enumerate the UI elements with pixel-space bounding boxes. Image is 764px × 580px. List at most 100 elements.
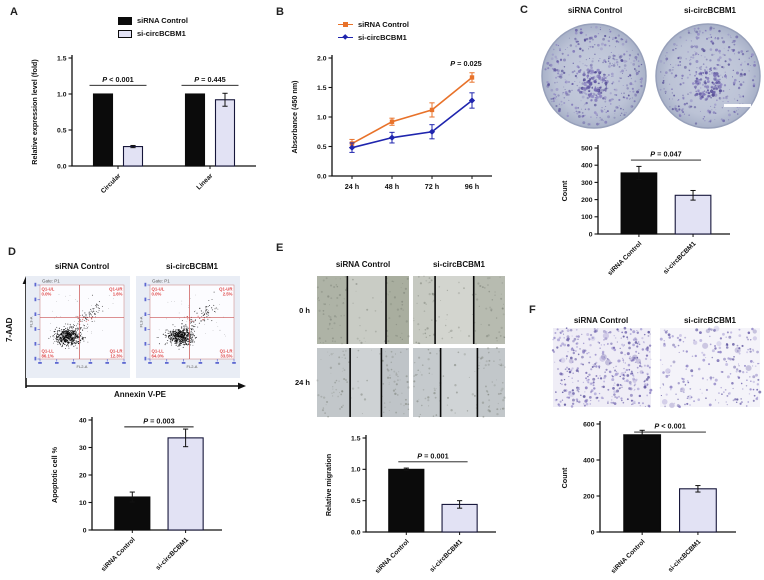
svg-text:Relative expression level (fol: Relative expression level (fold): [30, 59, 39, 165]
svg-text:33.5%: 33.5%: [220, 354, 232, 359]
svg-text:0.0: 0.0: [317, 173, 327, 180]
svg-text:Q1-UR: Q1-UR: [219, 287, 233, 292]
panel-c-letter: C: [520, 4, 528, 16]
wound-image-0h-control: [316, 276, 410, 345]
svg-text:48 h: 48 h: [385, 182, 399, 191]
svg-text:24 h: 24 h: [345, 182, 359, 191]
svg-text:0: 0: [591, 529, 595, 536]
svg-text:30: 30: [79, 445, 87, 452]
svg-text:FL2-A: FL2-A: [77, 364, 88, 369]
svg-text:P = 0.025: P = 0.025: [450, 59, 481, 68]
svg-text:0.0: 0.0: [351, 529, 361, 536]
svg-text:2.5%: 2.5%: [223, 292, 233, 297]
svg-text:400: 400: [583, 457, 595, 464]
black-swatch-icon: [118, 16, 132, 25]
svg-text:si-circBCBM1: si-circBCBM1: [429, 538, 465, 574]
panel-e-letter: E: [276, 242, 284, 254]
blue-line-marker-icon: [338, 34, 353, 42]
svg-text:Q1-UL: Q1-UL: [42, 287, 55, 292]
row-label-24h: 24 h: [294, 378, 310, 387]
svg-text:1.0: 1.0: [57, 91, 67, 98]
svg-text:0.5: 0.5: [57, 127, 67, 134]
svg-text:1.0: 1.0: [351, 467, 361, 474]
svg-text:0.5: 0.5: [351, 498, 361, 505]
panel-c-title-control: siRNA Control: [567, 6, 623, 15]
svg-text:2.0: 2.0: [317, 55, 327, 62]
orange-line-marker-icon: [338, 21, 353, 29]
panel-f-title-si: si-circBCBM1: [683, 316, 736, 325]
svg-text:P = 0.001: P = 0.001: [417, 451, 448, 460]
svg-text:FL3-A: FL3-A: [139, 316, 144, 327]
svg-text:Linear: Linear: [195, 172, 214, 191]
svg-text:400: 400: [581, 163, 593, 170]
panel-b-line-chart: 0.0 0.5 1.0 1.5 2.0 Absorbance (450 nm) 24 h 48…: [290, 55, 492, 191]
transwell-image-si: [659, 325, 762, 409]
legend-item: si-circBCBM1: [338, 33, 409, 42]
panel-b-legend: siRNA Control si-circBCBM1: [338, 20, 409, 46]
panel-d-title-control: siRNA Control: [54, 262, 110, 271]
panel-d-letter: D: [8, 246, 16, 258]
svg-text:Relative migration: Relative migration: [324, 454, 333, 516]
svg-text:10: 10: [79, 500, 87, 507]
svg-text:si-circBCBM1: si-circBCBM1: [155, 536, 191, 572]
scale-bar: [724, 104, 751, 107]
svg-text:siRNA Control: siRNA Control: [100, 536, 137, 573]
panel-e-title-si: si-circBCBM1: [432, 260, 485, 269]
svg-text:Count: Count: [560, 180, 569, 201]
panel-a-legend: siRNA Control si-circBCBM1: [118, 16, 188, 42]
svg-text:72 h: 72 h: [425, 182, 439, 191]
row-label-0h: 0 h: [299, 306, 310, 315]
svg-text:FL2-A: FL2-A: [187, 364, 198, 369]
legend-label: si-circBCBM1: [358, 33, 407, 42]
panel-d-title-si: si-circBCBM1: [165, 262, 218, 271]
panel-a-letter: A: [10, 6, 18, 18]
svg-text:siRNA Control: siRNA Control: [610, 538, 647, 575]
wound-image-24h-si: [413, 347, 506, 418]
svg-text:0.0%: 0.0%: [152, 292, 162, 297]
svg-text:Q1-LL: Q1-LL: [152, 349, 165, 354]
svg-text:0: 0: [589, 231, 593, 238]
legend-item: si-circBCBM1: [118, 29, 188, 38]
panel-e-bar-chart: 0.0 0.5 1.0 1.5 Relative migration siRNA Cont…: [324, 435, 496, 575]
svg-text:40: 40: [79, 417, 87, 424]
svg-text:1.6%: 1.6%: [113, 292, 123, 297]
panel-a-bar-chart: 0.0 0.5 1.0 1.5 Relative expression level (f…: [30, 55, 256, 195]
svg-text:1.5: 1.5: [351, 435, 361, 442]
svg-text:12.3%: 12.3%: [110, 354, 122, 359]
panel-c-bar-chart: 0 100 200 300 400 500 Count siRNA Control si-cir…: [560, 145, 730, 277]
svg-text:64.0%: 64.0%: [152, 354, 164, 359]
panel-d-y-axis-label: 7-AAD: [5, 317, 14, 343]
legend-label: si-circBCBM1: [137, 29, 186, 38]
panel-f-letter: F: [529, 304, 536, 316]
svg-text:0.5: 0.5: [317, 144, 327, 151]
transwell-image-control: [551, 326, 653, 408]
svg-text:Absorbance (450 nm): Absorbance (450 nm): [290, 80, 299, 154]
svg-text:300: 300: [581, 180, 593, 187]
lavender-swatch-icon: [118, 29, 132, 38]
svg-text:20: 20: [79, 472, 87, 479]
panel-c-title-si: si-circBCBM1: [683, 6, 736, 15]
svg-text:200: 200: [583, 493, 595, 500]
svg-text:200: 200: [581, 197, 593, 204]
panel-f-title-control: siRNA Control: [573, 316, 629, 325]
svg-text:siRNA Control: siRNA Control: [374, 538, 411, 575]
svg-text:96 h: 96 h: [465, 182, 479, 191]
svg-text:0.0%: 0.0%: [42, 292, 52, 297]
svg-text:Count: Count: [560, 467, 569, 488]
svg-text:Q1-LL: Q1-LL: [42, 349, 55, 354]
svg-text:P < 0.001: P < 0.001: [654, 422, 685, 431]
svg-text:500: 500: [581, 145, 593, 152]
svg-text:86.1%: 86.1%: [42, 354, 54, 359]
legend-item: siRNA Control: [338, 20, 409, 29]
legend-label: siRNA Control: [358, 20, 409, 29]
svg-text:FL3-A: FL3-A: [29, 316, 34, 327]
svg-text:Q1-UR: Q1-UR: [109, 287, 123, 292]
panel-b-letter: B: [276, 6, 284, 18]
wound-image-24h-control: [316, 348, 410, 418]
svg-text:Circular: Circular: [100, 172, 123, 195]
svg-text:Gate: P1: Gate: P1: [152, 279, 170, 284]
svg-text:1.0: 1.0: [317, 114, 327, 121]
legend-label: siRNA Control: [137, 16, 188, 25]
